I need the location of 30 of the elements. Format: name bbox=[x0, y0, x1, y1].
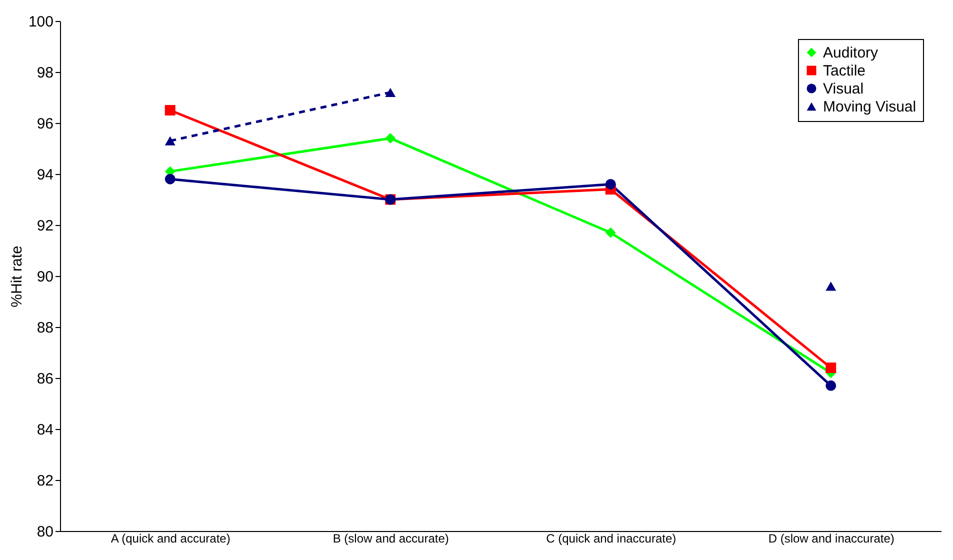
point bbox=[164, 105, 176, 116]
x-tick-label: A (quick and accurate) bbox=[110, 532, 230, 546]
y-tick-label: 88 bbox=[36, 320, 54, 336]
y-tick-label: 80 bbox=[36, 524, 54, 540]
point bbox=[605, 227, 616, 238]
y-tick-label: 94 bbox=[36, 166, 54, 184]
point bbox=[605, 178, 616, 190]
point bbox=[385, 133, 396, 144]
legend-label: Auditory bbox=[823, 44, 879, 62]
y-tick-label: 84 bbox=[36, 422, 54, 438]
y-tick-label: 96 bbox=[36, 116, 54, 132]
x-tick-label: B (slow and accurate) bbox=[332, 532, 449, 546]
legend-label: Tactile bbox=[823, 62, 866, 80]
point bbox=[164, 136, 176, 146]
point bbox=[826, 380, 836, 391]
y-tick-label: 92 bbox=[36, 218, 54, 234]
y-axis-title: %Hit rate bbox=[8, 246, 26, 308]
point bbox=[385, 88, 396, 97]
x-tick-label: D (slow and inaccurate) bbox=[768, 532, 894, 546]
y-tick-label: 100 bbox=[28, 14, 54, 30]
point bbox=[826, 362, 836, 374]
point bbox=[164, 174, 176, 184]
point bbox=[826, 282, 836, 291]
y-tick-label: 86 bbox=[36, 370, 54, 388]
x-tick-label: C (quick and inaccurate) bbox=[546, 532, 676, 546]
y-tick-label: 90 bbox=[36, 268, 54, 286]
y-tick-label: 82 bbox=[36, 472, 54, 490]
legend-label: Visual bbox=[823, 80, 864, 98]
legend-label: Moving Visual bbox=[823, 98, 916, 116]
y-tick-label: 98 bbox=[36, 64, 54, 82]
